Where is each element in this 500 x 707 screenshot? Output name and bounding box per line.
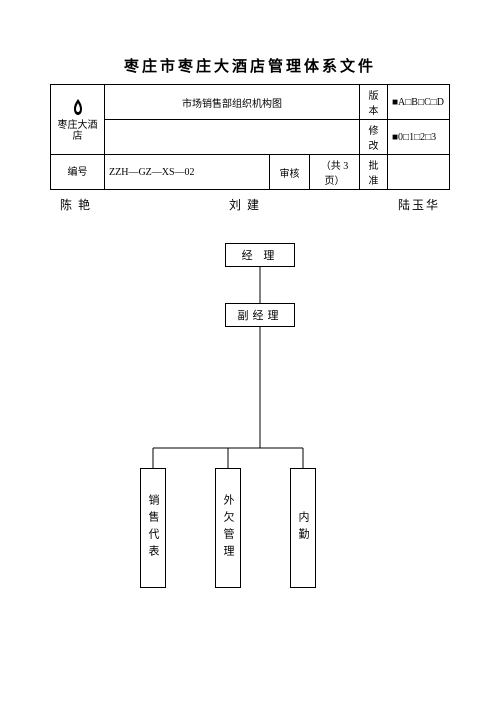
version-opts: ■A□B□C□D	[388, 85, 450, 120]
node-manager: 经 理	[225, 243, 295, 267]
name-3: 陆玉华	[398, 196, 440, 213]
node-b1: 销售代表	[140, 468, 166, 588]
name-1: 陈艳	[60, 196, 96, 213]
name-2: 刘建	[229, 196, 265, 213]
names-row: 陈艳 刘建 陆玉华	[50, 196, 450, 213]
pages-value: （共 3 页）	[310, 155, 360, 190]
approve-label: 批准	[360, 155, 388, 190]
logo-text: 枣庄大酒店	[55, 120, 100, 142]
node-deputy: 副经理	[225, 303, 295, 327]
code-value: ZZH—GZ—XS—02	[105, 155, 270, 190]
rev-opts: ■0□1□2□3	[388, 120, 450, 155]
approve-blank	[388, 155, 450, 190]
page-title: 枣庄市枣庄大酒店管理体系文件	[0, 0, 500, 84]
node-b3: 内勤	[290, 468, 316, 588]
rev-label: 修改	[360, 120, 388, 155]
header-table: 枣庄大酒店 市场销售部组织机构图 版本 ■A□B□C□D 修改 ■0□1□2□3…	[50, 84, 450, 190]
flame-icon	[55, 97, 100, 120]
node-b2: 外欠管理	[215, 468, 241, 588]
org-chart: 经 理 副经理 销售代表 外欠管理 内勤	[70, 243, 430, 663]
review-label: 审核	[270, 155, 310, 190]
header-title: 市场销售部组织机构图	[105, 85, 360, 120]
version-label: 版本	[360, 85, 388, 120]
logo-cell: 枣庄大酒店	[51, 85, 105, 155]
code-label: 编号	[51, 155, 105, 190]
